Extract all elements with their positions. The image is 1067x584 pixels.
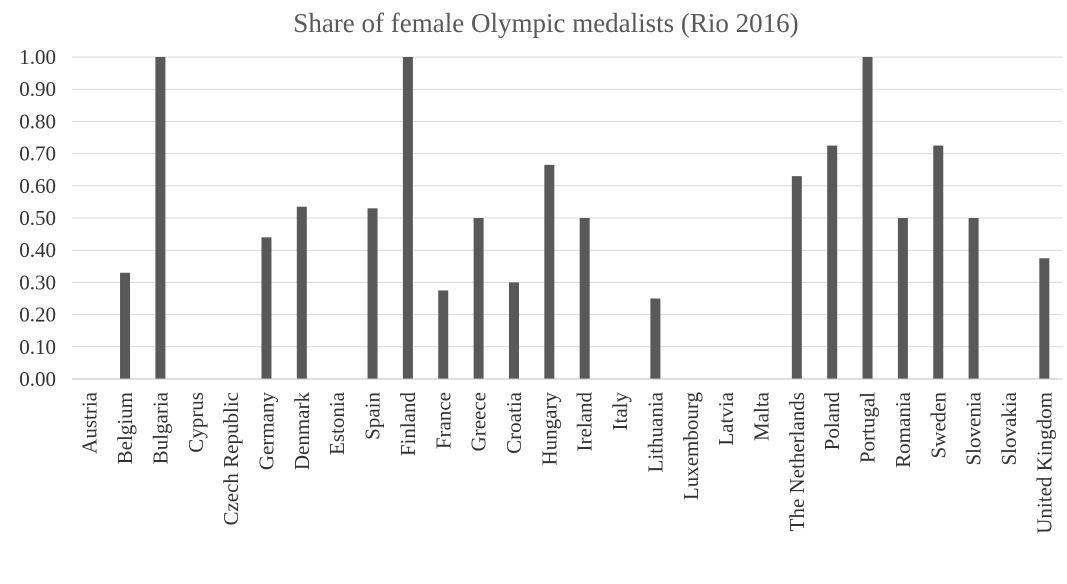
y-tick-label: 0.10 xyxy=(19,335,56,359)
x-category-label: Italy xyxy=(608,392,632,431)
y-tick-label: 0.90 xyxy=(19,77,56,101)
x-category-label: Ireland xyxy=(573,392,597,452)
bar xyxy=(933,145,944,379)
bar xyxy=(862,57,873,379)
bar xyxy=(367,208,378,379)
bar xyxy=(508,282,519,379)
x-category-label: Slovenia xyxy=(962,391,986,465)
x-category-label: Latvia xyxy=(714,391,738,445)
bar xyxy=(1039,258,1050,379)
x-category-label: United Kingdom xyxy=(1032,392,1056,534)
x-axis-category-labels: Austria Belgium Bulgaria Cyprus Czech Republ… xyxy=(78,391,1057,533)
x-category-label: Poland xyxy=(820,392,844,451)
y-tick-label: 0.40 xyxy=(19,238,56,262)
y-tick-label: 0.50 xyxy=(19,206,56,230)
y-tick-label: 0.30 xyxy=(19,270,56,294)
bar xyxy=(544,164,555,379)
y-tick-label: 1.00 xyxy=(19,45,56,69)
bar xyxy=(791,176,802,379)
x-category-label: Portugal xyxy=(856,392,880,463)
x-category-label: Finland xyxy=(396,392,420,457)
x-category-label: Denmark xyxy=(290,392,314,471)
chart-title: Share of female Olympic medalists (Rio 2… xyxy=(293,8,798,38)
bar xyxy=(579,218,590,379)
x-category-label: Sweden xyxy=(926,392,950,459)
bars xyxy=(120,57,1050,379)
x-category-label: Germany xyxy=(254,392,278,471)
x-category-label: Cyprus xyxy=(184,392,208,453)
x-category-label: Spain xyxy=(361,392,385,440)
x-category-label: Bulgaria xyxy=(148,391,172,464)
x-category-label: Czech Republic xyxy=(219,392,243,526)
bar xyxy=(261,237,272,379)
x-category-label: Estonia xyxy=(325,391,349,455)
bar xyxy=(650,298,661,379)
bar xyxy=(827,145,838,379)
x-category-label: Romania xyxy=(891,391,915,467)
x-category-label: Austria xyxy=(78,391,102,454)
bar xyxy=(402,57,413,379)
bar xyxy=(120,272,131,379)
x-category-label: Hungary xyxy=(537,392,561,466)
bar xyxy=(897,218,908,379)
x-category-label: Greece xyxy=(467,392,491,451)
y-tick-label: 0.80 xyxy=(19,109,56,133)
bar xyxy=(473,218,484,379)
bar xyxy=(296,206,307,379)
x-category-label: France xyxy=(431,392,455,449)
bar xyxy=(155,57,166,379)
y-tick-label: 0.70 xyxy=(19,142,56,166)
x-category-label: Slovakia xyxy=(997,391,1021,465)
y-tick-label: 0.20 xyxy=(19,303,56,327)
x-category-label: Lithuania xyxy=(643,391,667,472)
bar xyxy=(968,218,979,379)
y-tick-label: 0.60 xyxy=(19,174,56,198)
gridlines xyxy=(72,56,1062,348)
y-axis-ticks: 0.00 0.10 0.20 0.30 0.40 0.50 0.60 0.70 0.80 0.90… xyxy=(19,45,56,391)
x-category-label: Croatia xyxy=(502,391,526,453)
x-category-label: Belgium xyxy=(113,392,137,464)
x-category-label: The Netherlands xyxy=(785,392,809,531)
x-category-label: Malta xyxy=(749,391,773,441)
bar xyxy=(438,290,449,379)
y-tick-label: 0.00 xyxy=(19,367,56,391)
x-category-label: Luxembourg xyxy=(679,392,703,501)
